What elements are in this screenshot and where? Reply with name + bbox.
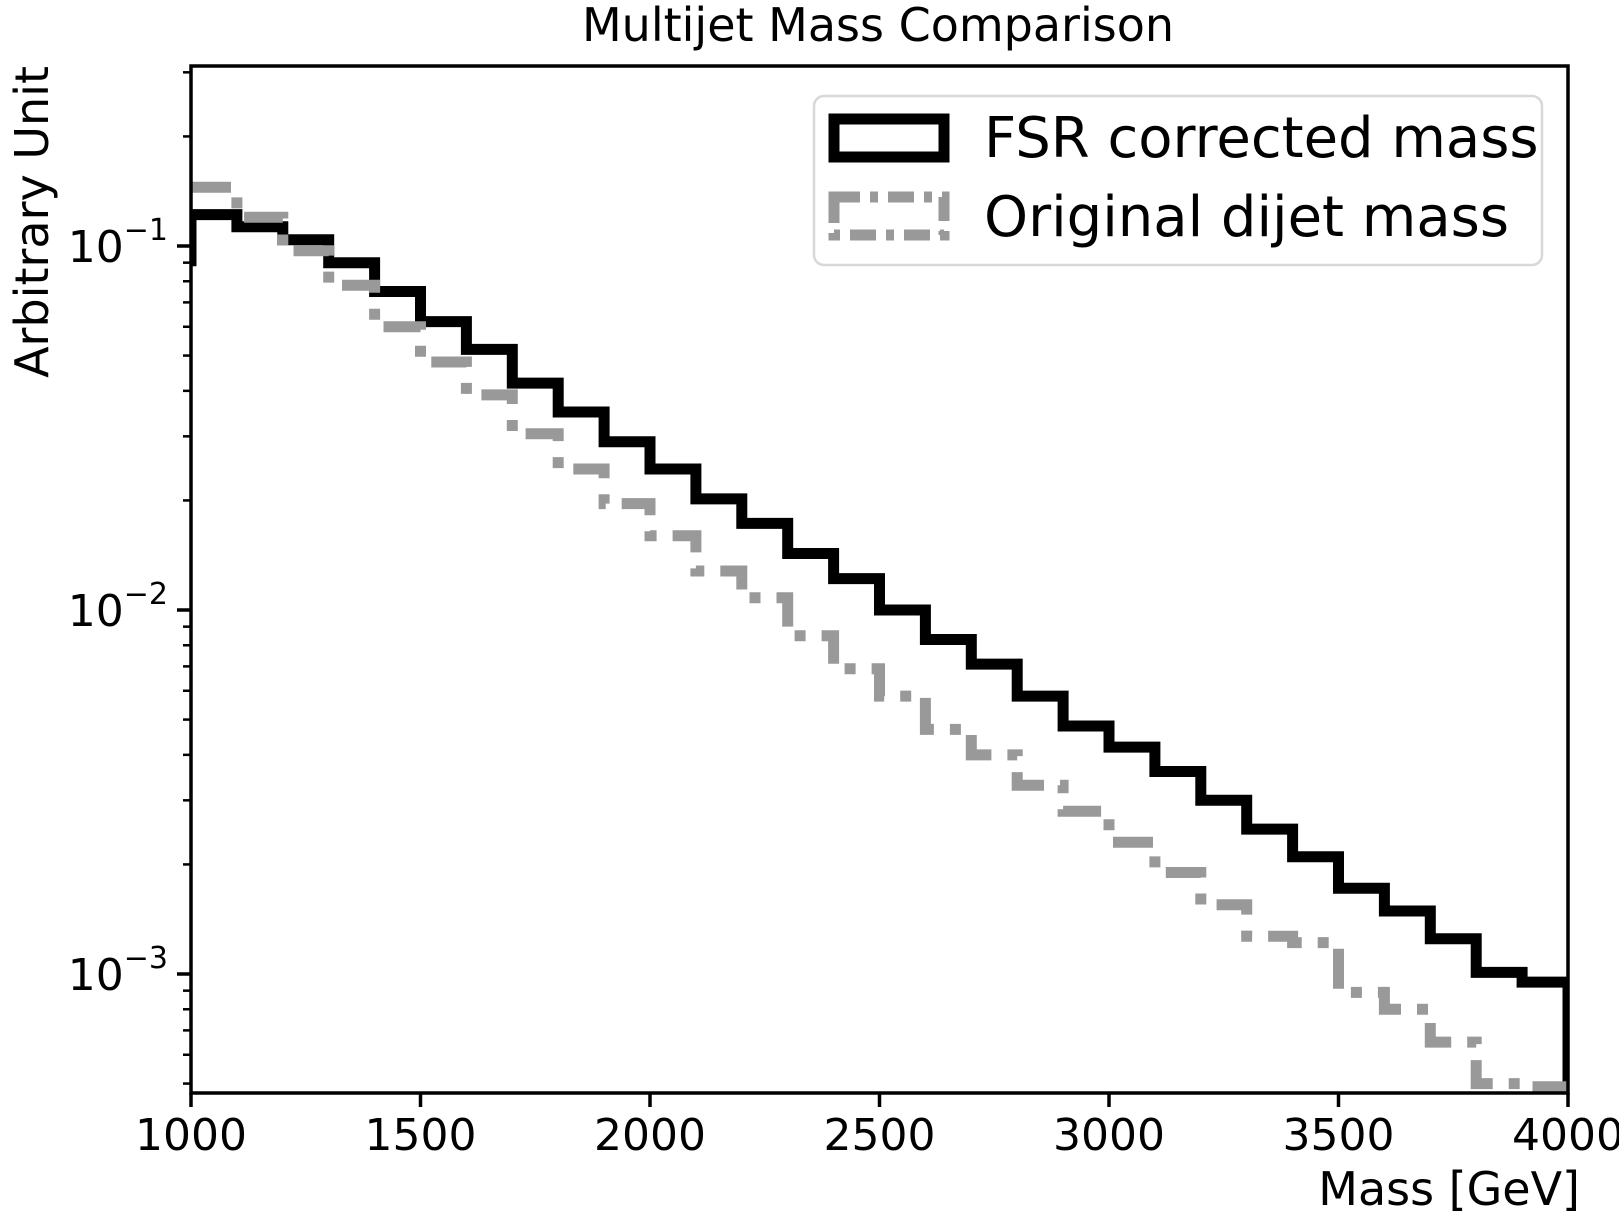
x-axis-label: Mass [GeV] xyxy=(1318,1162,1580,1216)
x-tick-label: 2500 xyxy=(824,1110,936,1161)
legend-label-fsr-corrected-mass: FSR corrected mass xyxy=(984,106,1539,171)
plot-area: 1000 1500 2000 2500 3000 3500 4000 10−1 10−2 10−3 xyxy=(68,64,1619,1161)
y-tick-label: 10−2 xyxy=(68,577,168,637)
legend-handle-original-dijet-mass xyxy=(828,191,950,241)
legend-box xyxy=(812,94,1544,267)
y-tick-label: 10−3 xyxy=(68,941,168,1001)
x-tick-label: 1000 xyxy=(135,1110,247,1161)
series-original-dijet-mass xyxy=(191,181,1568,1093)
legend-label-original-dijet-mass: Original dijet mass xyxy=(984,185,1509,250)
y-tick-label: 10−1 xyxy=(68,213,168,273)
series-fsr-corrected-mass xyxy=(191,209,1568,1093)
legend: FSR corrected mass Original dijet mass xyxy=(812,94,1544,267)
axis-ticks xyxy=(177,71,1570,1107)
x-tick-label: 2000 xyxy=(594,1110,706,1161)
chart-title: Multijet Mass Comparison xyxy=(582,0,1174,52)
x-tick-label: 4000 xyxy=(1512,1110,1619,1161)
y-axis-label: Arbitrary Unit xyxy=(5,66,59,378)
legend-handle-fsr-corrected-mass xyxy=(828,113,950,163)
x-tick-label: 3000 xyxy=(1053,1110,1165,1161)
axes-frame xyxy=(189,64,1570,1095)
axis-tick-labels: 1000 1500 2000 2500 3000 3500 4000 10−1 10−2 10−3 xyxy=(68,213,1619,1161)
x-tick-label: 1500 xyxy=(365,1110,477,1161)
x-tick-label: 3500 xyxy=(1283,1110,1395,1161)
